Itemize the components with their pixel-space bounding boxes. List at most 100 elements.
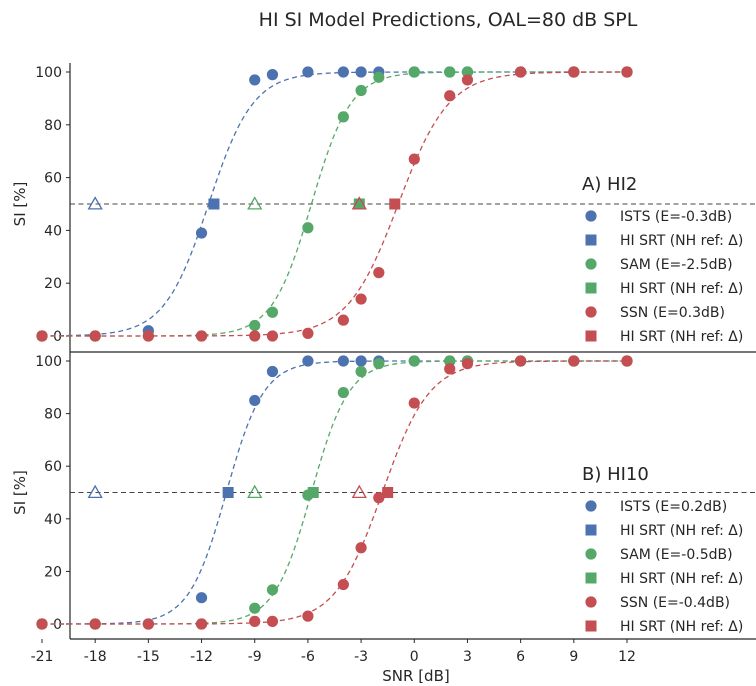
panel-b-legend-ssn-label: SSN (E=-0.4dB) [620, 595, 730, 611]
panel-a-ssn-point [266, 330, 279, 342]
panel-b-ylabel: SI [%] [11, 470, 29, 515]
panel-a-ssn-hi-srt-marker [389, 198, 401, 210]
panel-a-legend-ists-marker [585, 210, 597, 222]
panel-b-hi10: 0 20 40 60 80 100 SI [%] -21 -18 -15 -12 -9 -6 -3 0 3 6 9… [11, 352, 756, 685]
panel-b-xtick-label: -3 [354, 649, 368, 665]
panel-b-ssn-point [461, 358, 474, 370]
panel-a-ytick-label: 80 [44, 118, 62, 134]
panel-a-hi2: 0 20 40 60 80 100 SI [%] A) HI2 ISTS (E=-0.3dB) H… [11, 63, 756, 353]
panel-b-legend-ssn-srt-label: HI SRT (NH ref: Δ) [620, 619, 743, 635]
panel-b-xtick-label: 0 [410, 649, 419, 665]
panel-b-ssn-point [408, 397, 420, 409]
panel-a-sam-point [408, 66, 420, 78]
panel-b-xtick-label: 6 [516, 649, 525, 665]
panel-a-legend-ssn-marker [585, 306, 597, 318]
panel-b-ssn-point [444, 363, 456, 375]
panel-b-legend-sam-marker [585, 548, 597, 560]
panel-a-ssn-point [195, 330, 208, 342]
panel-a-sam-point [373, 71, 385, 83]
panel-a-sam-point [461, 66, 474, 78]
panel-a-ists-point [337, 66, 349, 78]
panel-b-ssn-point [36, 618, 48, 630]
panel-a-sam-point [266, 306, 279, 318]
panel-a-ylabel: SI [%] [11, 182, 29, 227]
panel-b-sam-point [444, 355, 456, 367]
panel-a-label: A) HI2 [582, 174, 637, 195]
panel-a-ssn-point [373, 267, 385, 279]
panel-b-sam-point [266, 584, 279, 596]
panel-a-ytick-label: 20 [44, 276, 62, 292]
panel-b-legend-sam-srt-marker [585, 572, 597, 584]
panel-b-ssn-point [142, 618, 154, 630]
panel-a-ssn-fit-curve [42, 71, 627, 337]
panel-a-ists-point [302, 66, 314, 78]
panel-a-sam-point [355, 84, 367, 97]
chart-title: HI SI Model Predictions, OAL=80 dB SPL [259, 9, 638, 31]
panel-b-xtick-label: -21 [31, 649, 54, 665]
panel-a-ssn-point [249, 330, 261, 342]
panel-b-legend-ists-srt-label: HI SRT (NH ref: Δ) [620, 523, 743, 539]
panel-a-sam-hi-srt-marker [353, 198, 365, 210]
panel-b-ists-point [355, 355, 367, 367]
panel-b-ytick-label: 40 [44, 512, 62, 528]
panel-a-sam-point [444, 66, 456, 78]
panel-b-xtick-label: -18 [84, 649, 107, 665]
panel-b-xtick-label: 3 [463, 649, 472, 665]
panel-a-ssn-point [355, 293, 367, 305]
panel-a-ytick-label: 40 [44, 223, 62, 239]
panel-a-ytick-label: 60 [44, 171, 62, 187]
panel-a-ssn-nh-ref-marker [351, 196, 367, 210]
panel-b-ists-point [249, 394, 261, 407]
panel-b-legend-ists-label: ISTS (E=0.2dB) [620, 499, 727, 515]
panel-a-legend-sam-srt-label: HI SRT (NH ref: Δ) [620, 281, 743, 297]
panel-a-ists-nh-ref-marker [87, 196, 103, 210]
panel-b-xtick-label: -12 [190, 649, 213, 665]
panel-b-ssn-point [249, 615, 261, 627]
panel-b-ssn-hi-srt-marker [382, 487, 394, 498]
panel-a-sam-nh-ref-marker [247, 196, 263, 210]
panel-a-legend-ssn-label: SSN (E=0.3dB) [620, 305, 725, 321]
panel-b-ists-point [266, 365, 279, 378]
panel-b-xtick-label: -15 [137, 649, 160, 665]
panel-a-ssn-point [515, 66, 527, 78]
panel-b-ssn-nh-ref-marker [351, 484, 367, 499]
panel-b-ists-point [302, 355, 314, 367]
panel-b-legend-ssn-srt-marker [585, 620, 597, 632]
panel-b-ssn-point [355, 542, 367, 554]
panel-a-ssn-point [568, 66, 580, 78]
panel-b-sam-hi-srt-marker [307, 487, 319, 498]
panel-b-ssn-point [515, 355, 527, 367]
panel-b-sam-point [355, 365, 367, 378]
panel-b-xtick-label: 9 [569, 649, 578, 665]
panel-a-ssn-point [621, 66, 633, 78]
panel-a-ists-point [266, 69, 279, 81]
panel-b-ists-nh-ref-marker [87, 484, 103, 499]
panel-b-ists-hi-srt-marker [222, 487, 234, 498]
panel-a-legend-sam-marker [585, 258, 597, 270]
panel-a-legend-ists-label: ISTS (E=-0.3dB) [620, 209, 732, 225]
panel-a-ssn-point [36, 330, 48, 342]
panel-b-sam-point [337, 386, 349, 399]
panel-a-legend-ists-srt-label: HI SRT (NH ref: Δ) [620, 233, 743, 249]
panel-b-ssn-point [373, 492, 385, 504]
panel-a-ists-point [195, 227, 208, 239]
panel-b-ssn-point [266, 615, 279, 627]
panel-a-ytick-label: 0 [53, 329, 62, 345]
panel-a-legend-ssn-srt-marker [585, 330, 597, 342]
panel-b-ists-point [195, 592, 208, 604]
panel-b-xlabel: SNR [dB] [382, 667, 449, 685]
panel-b-legend-sam-label: SAM (E=-0.5dB) [620, 547, 733, 563]
panel-b-ists-point [337, 355, 349, 367]
panel-b-label: B) HI10 [582, 464, 649, 485]
panel-b-ytick-label: 80 [44, 407, 62, 423]
panel-b-xtick-label: -9 [248, 649, 262, 665]
panel-a-ssn-point [337, 314, 349, 326]
panel-a-ists-point [355, 66, 367, 78]
panel-a-ssn-point [461, 74, 474, 86]
panel-b-legend-ists-srt-marker [585, 524, 597, 536]
panel-a-ytick-label: 100 [35, 65, 62, 81]
panel-b-ssn-fit-curve [42, 360, 627, 625]
panel-b-sam-point [249, 602, 261, 614]
panel-b-ytick-label: 60 [44, 459, 62, 475]
